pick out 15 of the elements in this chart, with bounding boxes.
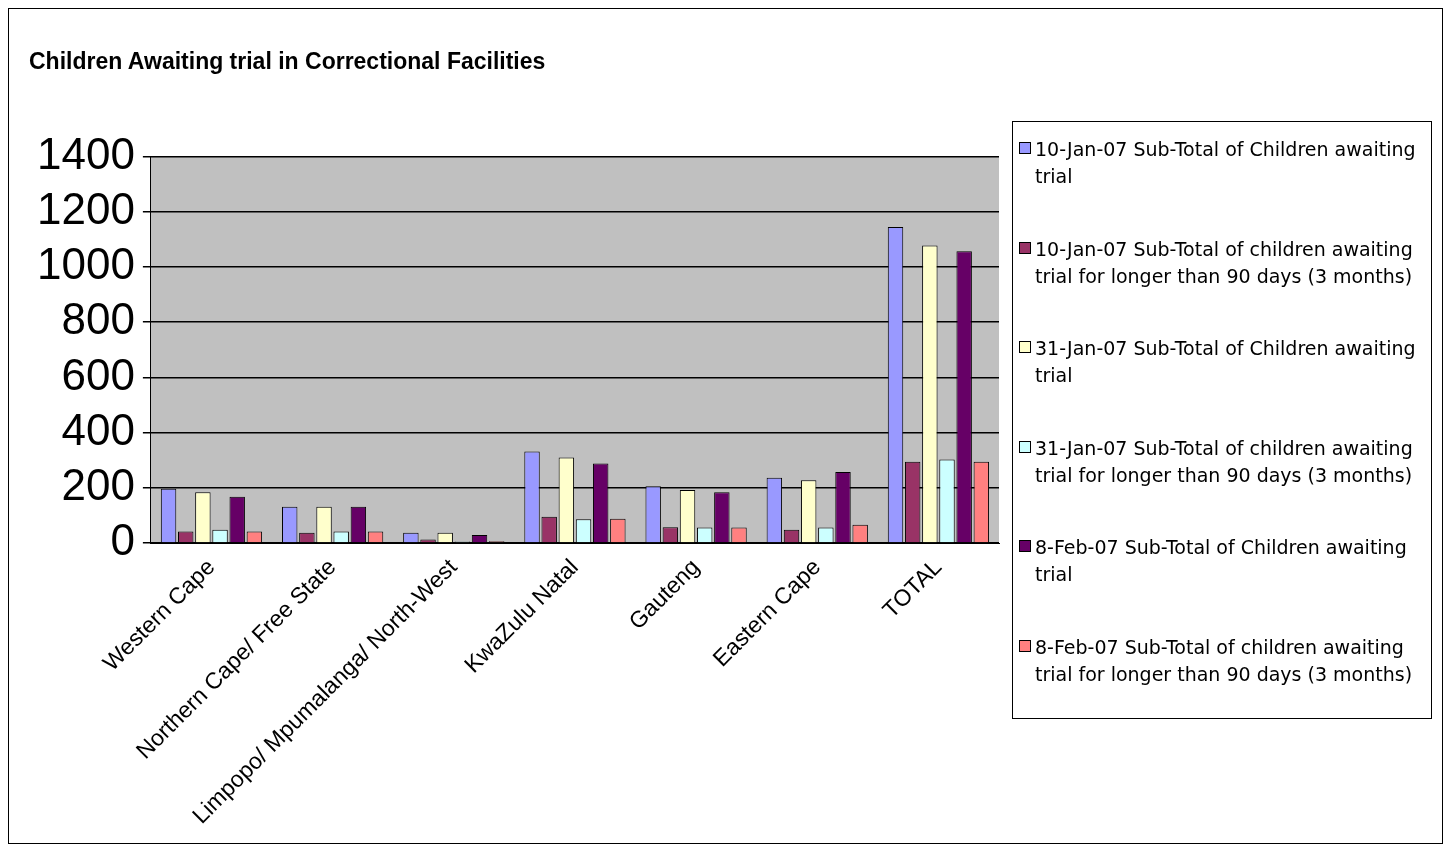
legend-label: 8-Feb-07 Sub-Total of children awaiting trial for longer than 90 days (3 months) (1035, 634, 1414, 687)
y-tick-label: 1400 (36, 128, 135, 178)
legend-label: 8-Feb-07 Sub-Total of Children awaiting trial (1035, 535, 1408, 588)
y-tick-label: 1000 (36, 239, 135, 289)
y-tick-label: 400 (61, 404, 135, 454)
y-tick-label: 800 (61, 294, 135, 344)
legend-label: 31-Jan-07 Sub-Total of children awaiting trial for longer than 90 days (3 months) (1035, 435, 1414, 488)
y-tick-label: 600 (61, 349, 135, 399)
legend-label: 10-Jan-07 Sub-Total of children awaiting trial for longer than 90 days (3 months) (1035, 236, 1414, 289)
legend-label: 10-Jan-07 Sub-Total of Children awaiting trial (1035, 137, 1417, 189)
y-tick-label: 0 (110, 515, 135, 565)
y-tick-label: 1200 (36, 183, 135, 233)
legend-label: 31-Jan-07 Sub-Total of Children awaiting trial (1035, 336, 1417, 389)
chart-title: Children Awaiting trial in Correctional Facilities (29, 48, 546, 75)
y-tick-label: 200 (61, 460, 135, 509)
